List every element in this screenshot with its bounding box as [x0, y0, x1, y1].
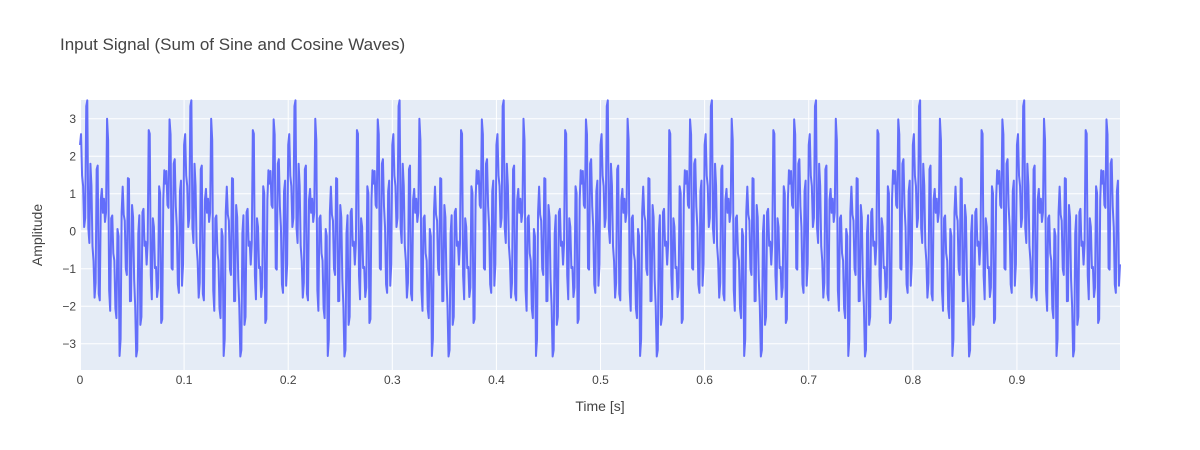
x-tick-label: 0.8: [904, 373, 921, 387]
y-tick-label: 2: [69, 149, 76, 163]
x-axis-ticks: 0 0.1 0.2 0.3 0.4 0.5 0.6 0.7 0.8 0.9: [77, 373, 1026, 387]
y-tick-label: −2: [62, 299, 76, 313]
x-tick-label: 0.9: [1009, 373, 1026, 387]
x-tick-label: 0: [77, 373, 84, 387]
y-tick-label: −3: [62, 337, 76, 351]
x-tick-label: 0.1: [176, 373, 193, 387]
y-tick-label: 0: [69, 224, 76, 238]
chart-title: Input Signal (Sum of Sine and Cosine Wav…: [60, 35, 405, 54]
x-tick-label: 0.2: [280, 373, 297, 387]
y-axis-ticks: −3 −2 −1 0 1 2 3: [62, 112, 76, 351]
y-axis-title: Amplitude: [29, 204, 45, 266]
y-tick-label: −1: [62, 262, 76, 276]
y-tick-label: 1: [69, 187, 76, 201]
x-tick-label: 0.4: [488, 373, 505, 387]
x-tick-label: 0.3: [384, 373, 401, 387]
x-tick-label: 0.5: [592, 373, 609, 387]
signal-series: [79, 99, 1121, 358]
x-tick-label: 0.6: [696, 373, 713, 387]
x-tick-label: 0.7: [800, 373, 817, 387]
signal-line: [79, 99, 1121, 358]
y-tick-label: 3: [69, 112, 76, 126]
x-axis-title: Time [s]: [575, 398, 624, 414]
